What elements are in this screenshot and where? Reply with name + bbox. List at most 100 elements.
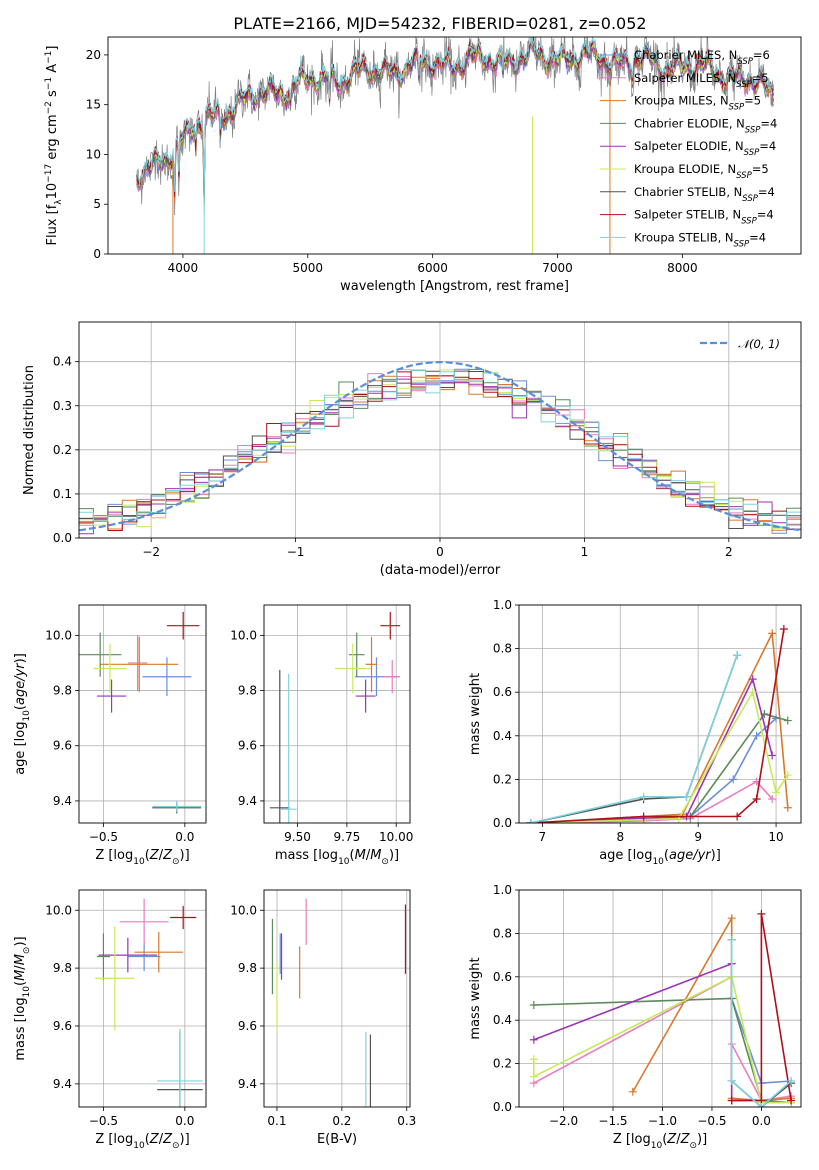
x-tick-label: 0.0 <box>175 830 194 844</box>
panel-mass_weight_vs_age: 7 8 9 10 0.0 0.2 0.4 0.6 0.8 1.0 age [log10(age/yr… <box>468 598 802 867</box>
y-tick-label: 9.4 <box>238 1077 257 1091</box>
plot-area <box>529 909 796 1107</box>
axes-frame <box>263 889 411 1108</box>
mass-weight-line <box>530 676 773 823</box>
plus-marker <box>783 803 792 812</box>
plot-area <box>136 37 774 254</box>
plus-marker <box>757 909 766 918</box>
plot-area <box>79 360 801 535</box>
y-axis-label: Flux [fλ10−17 erg cm−2 s−1 A−1] <box>44 46 64 246</box>
y-tick-label: 9.8 <box>238 961 257 975</box>
y-tick-label: 0.0 <box>53 531 72 545</box>
y-tick-label: 1.0 <box>493 598 512 612</box>
y-tick-label: 10.0 <box>230 628 257 642</box>
errorbar-point <box>348 632 365 677</box>
y-tick-label: 0 <box>93 247 101 261</box>
axes-frame <box>78 604 207 824</box>
errorbar-point <box>95 926 135 1031</box>
errorbar-point <box>96 679 127 713</box>
plus-marker <box>752 795 761 804</box>
y-tick-label: 5 <box>93 197 101 211</box>
y-tick-label: 20 <box>86 48 101 62</box>
x-tick-label: 10 <box>768 830 783 844</box>
y-tick-label: 9.8 <box>238 684 257 698</box>
y-tick-label: 9.4 <box>53 794 72 808</box>
x-tick-label: −1 <box>287 545 305 559</box>
y-tick-label: 10.0 <box>230 903 257 917</box>
legend-label: 𝒩(0, 1) <box>738 337 780 351</box>
x-tick-label: 9.50 <box>284 830 311 844</box>
y-tick-label: 9.8 <box>53 684 72 698</box>
plus-marker <box>529 1001 538 1010</box>
y-tick-label: 10 <box>86 147 101 161</box>
errorbar-point <box>79 632 122 677</box>
normal-curve <box>79 360 801 532</box>
y-tick-label: 0.2 <box>493 772 512 786</box>
x-tick-label: 0.3 <box>397 1114 416 1128</box>
panel-mass_vs_ebv: 0.1 0.2 0.3 9.4 9.6 9.8 10.0 E(B-V) <box>230 889 416 1147</box>
axes-frame <box>518 604 802 824</box>
plus-marker <box>729 775 738 784</box>
y-tick-label: 9.8 <box>53 961 72 975</box>
mass-weight-line <box>530 630 789 823</box>
axes-frame <box>78 321 802 539</box>
mass-weight-line <box>530 654 738 823</box>
plot-area <box>526 624 792 823</box>
y-tick-label: 9.6 <box>53 1019 72 1033</box>
x-tick-label: −2 <box>142 545 160 559</box>
x-axis-label: wavelength [Angstrom, rest frame] <box>340 279 569 294</box>
plus-marker <box>733 651 742 660</box>
residual-histogram-step <box>79 369 801 528</box>
errorbar-point <box>134 931 184 973</box>
y-axis-label: mass weight <box>468 957 483 1039</box>
plot-area <box>95 898 203 1107</box>
errorbar-point <box>100 636 179 692</box>
y-tick-label: 9.6 <box>238 1019 257 1033</box>
y-axis-label: age [log10(age/yr)] <box>13 653 32 775</box>
x-axis-label: E(B-V) <box>317 1132 357 1147</box>
spectrum-model-line <box>136 37 774 202</box>
plus-marker <box>772 788 781 797</box>
y-axis-label: Normed distribution <box>22 365 37 495</box>
errorbar-point <box>93 643 127 694</box>
mass-weight-line <box>530 690 789 823</box>
plus-marker <box>628 1087 637 1096</box>
y-tick-label: 0.8 <box>493 926 512 940</box>
figure-title: PLATE=2166, MJD=54232, FIBERID=0281, z=0… <box>233 14 646 33</box>
plus-marker <box>768 795 777 804</box>
y-tick-label: 0.0 <box>493 1100 512 1114</box>
y-tick-label: 9.4 <box>53 1077 72 1091</box>
x-tick-label: 2 <box>725 545 733 559</box>
plus-marker <box>727 1076 736 1085</box>
errorbar-point <box>157 1028 203 1107</box>
plus-marker <box>752 731 761 740</box>
errorbar-point <box>96 933 110 980</box>
x-axis-label: Z [log10(Z/Z⊙)] <box>95 848 189 867</box>
legend-label: Chabrier STELIB, NSSP=4 <box>634 185 775 204</box>
axes-frame <box>518 889 802 1108</box>
errorbar-point <box>384 660 401 694</box>
x-tick-label: 7000 <box>542 261 573 275</box>
x-tick-label: 1 <box>581 545 589 559</box>
legend-label: Chabrier MILES, NSSP=6 <box>634 48 770 67</box>
errorbar-point <box>166 611 200 640</box>
mass-weight-line <box>530 654 738 823</box>
plus-marker <box>526 819 535 823</box>
errorbar-point <box>380 611 401 640</box>
legend-label: Kroupa MILES, NSSP=5 <box>634 94 761 113</box>
x-tick-label: −0.5 <box>89 1114 118 1128</box>
plus-marker <box>757 1103 766 1107</box>
plus-marker <box>748 675 757 684</box>
plus-marker <box>639 792 648 801</box>
x-axis-label: age [log10(age/yr)] <box>599 848 721 867</box>
errorbar-point <box>269 669 290 823</box>
panel-age_vs_mass: 9.50 9.75 10.00 9.4 9.6 9.8 10.0 mass [log10(M/… <box>230 604 413 867</box>
mass-weight-line <box>533 962 762 1102</box>
x-tick-label: −1.0 <box>648 1114 677 1128</box>
errorbar-point <box>355 679 376 713</box>
axes-frame <box>78 889 207 1108</box>
plot-area <box>79 611 202 814</box>
plus-marker <box>727 1096 736 1105</box>
y-tick-label: 0.4 <box>493 729 512 743</box>
